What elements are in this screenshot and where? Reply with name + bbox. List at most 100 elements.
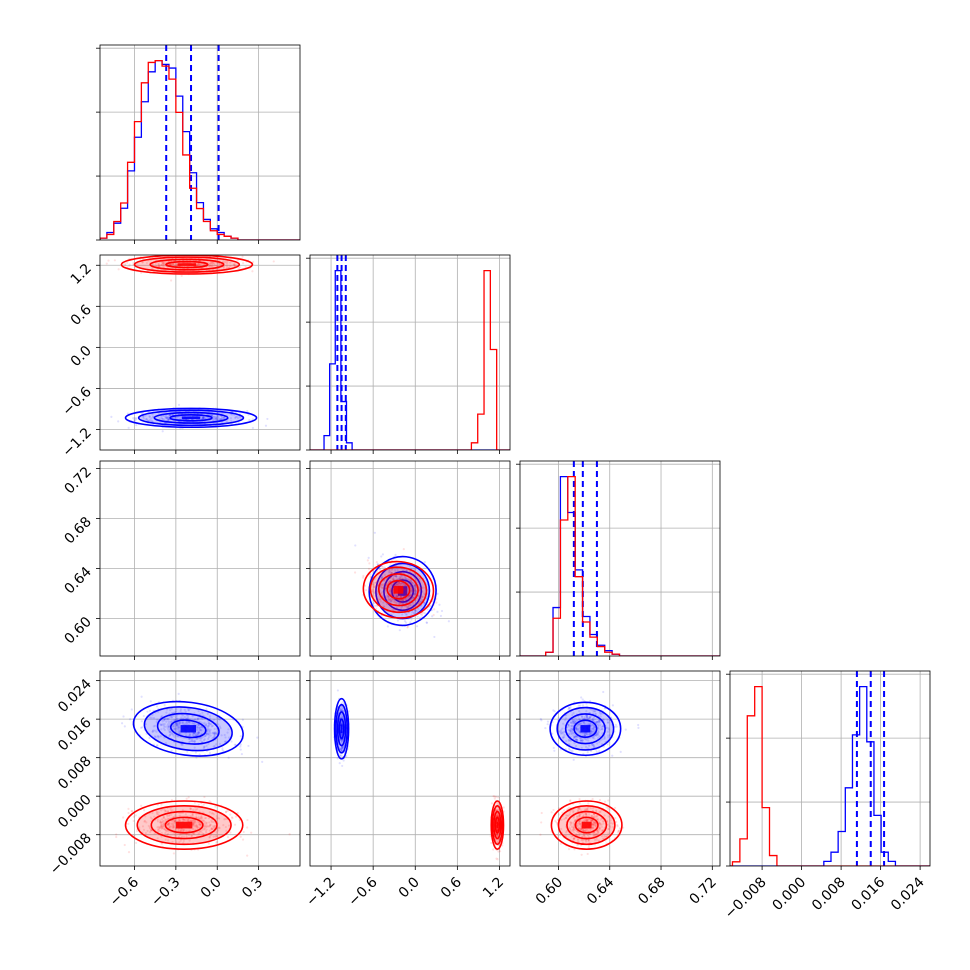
scatter-point: [70, 601, 72, 603]
scatter-point: [598, 740, 601, 744]
scatter-point: [71, 598, 73, 600]
scatter-point: [222, 260, 225, 263]
scatter-point: [140, 720, 143, 723]
scatter-point: [241, 255, 244, 258]
scatter-point: [67, 595, 69, 597]
scatter-point: [76, 610, 78, 612]
scatter-point: [412, 596, 415, 600]
scatter-point: [146, 829, 149, 833]
scatter-point: [67, 564, 69, 566]
scatter-point: [192, 818, 195, 822]
scatter-point: [71, 605, 73, 607]
scatter-point: [341, 746, 344, 750]
scatter-point: [389, 598, 392, 601]
scatter-point: [194, 718, 197, 721]
scatter-point: [135, 418, 138, 421]
scatter-point: [110, 415, 113, 418]
scatter-point: [426, 608, 429, 611]
scatter-point: [410, 583, 413, 587]
scatter-point: [157, 265, 160, 268]
scatter-point: [192, 832, 195, 836]
scatter-point: [148, 709, 152, 712]
scatter-point: [399, 601, 402, 604]
scatter-point: [398, 599, 401, 602]
scatter-point: [221, 747, 224, 750]
scatter-point: [410, 586, 413, 589]
scatter-point: [61, 600, 63, 602]
scatter-point: [393, 600, 396, 604]
scatter-point: [340, 754, 343, 757]
scatter-point: [163, 717, 166, 721]
scatter-point: [212, 745, 215, 748]
scatter-point: [422, 611, 425, 614]
scatter-point: [371, 583, 374, 586]
scatter-point: [340, 749, 344, 753]
scatter-point: [232, 263, 235, 266]
scatter-point: [395, 594, 398, 598]
scatter-point: [375, 569, 378, 572]
scatter-point: [211, 414, 214, 417]
scatter-point: [215, 416, 218, 419]
scatter-point: [207, 817, 211, 820]
scatter-point: [568, 732, 571, 735]
scatter-point: [224, 740, 227, 743]
scatter-point: [406, 606, 409, 609]
scatter-point: [169, 807, 172, 811]
scatter-point: [399, 583, 402, 586]
scatter-point: [205, 821, 208, 824]
scatter-point: [375, 560, 378, 564]
scatter-point: [67, 566, 69, 568]
x-tick-label: −0.3: [148, 874, 183, 909]
scatter-point: [202, 416, 205, 419]
scatter-point: [175, 708, 178, 711]
scatter-point: [584, 732, 587, 735]
scatter-point: [408, 573, 411, 576]
scatter-point: [209, 731, 212, 735]
contour-line: [391, 579, 415, 603]
scatter-point: [405, 600, 409, 603]
scatter-point: [179, 708, 183, 711]
contour-line: [491, 805, 504, 846]
scatter-point: [73, 596, 75, 598]
scatter-point: [415, 579, 418, 582]
scatter-point: [395, 595, 399, 599]
scatter-point: [158, 417, 162, 420]
scatter-point: [420, 613, 424, 617]
histogram-series-0: [520, 475, 720, 656]
scatter-point: [185, 721, 188, 724]
scatter-point: [208, 264, 212, 267]
scatter-point: [79, 593, 81, 595]
scatter-point: [167, 418, 170, 421]
scatter-point: [141, 726, 144, 729]
scatter-point: [336, 689, 340, 692]
scatter-point: [155, 810, 159, 813]
scatter-point: [389, 562, 392, 565]
scatter-point: [389, 599, 392, 602]
scatter-point: [340, 713, 343, 717]
scatter-point: [389, 600, 392, 604]
scatter-point: [399, 595, 402, 599]
scatter-point: [180, 743, 183, 746]
scatter-point: [392, 577, 395, 580]
scatter-point: [341, 708, 344, 711]
scatter-point: [153, 832, 156, 835]
panel-1-1: [306, 254, 511, 454]
scatter-point: [414, 604, 417, 608]
scatter-point: [75, 607, 77, 609]
scatter-point: [66, 595, 68, 597]
scatter-point: [341, 739, 344, 743]
scatter-point: [340, 748, 343, 751]
scatter-point: [222, 267, 226, 270]
scatter-point: [216, 416, 219, 419]
scatter-point: [159, 723, 162, 726]
scatter-point: [199, 830, 202, 833]
scatter-point: [72, 603, 74, 605]
scatter-point: [174, 710, 178, 713]
scatter-point: [175, 723, 178, 726]
scatter-point: [76, 599, 78, 601]
scatter-point: [345, 755, 348, 758]
scatter-point: [567, 728, 570, 732]
scatter-point: [496, 832, 499, 836]
scatter-point: [562, 722, 565, 725]
scatter-point: [596, 720, 599, 724]
